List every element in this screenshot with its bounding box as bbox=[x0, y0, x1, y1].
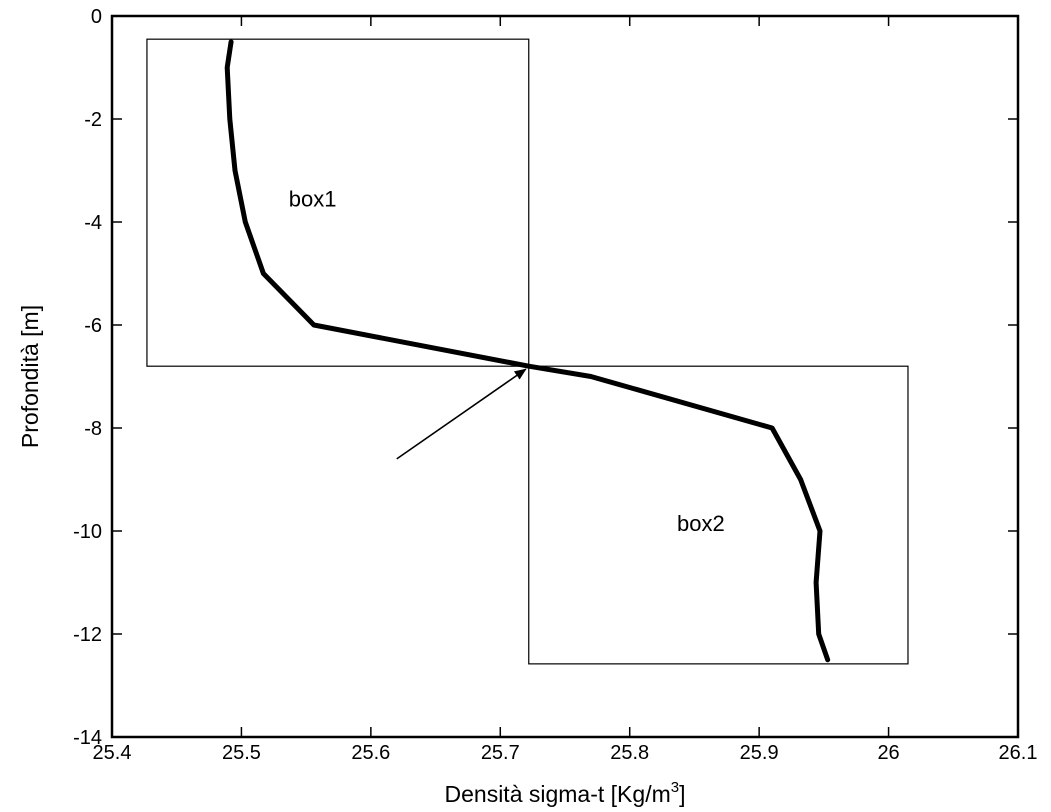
y-tick-label: -2 bbox=[84, 109, 102, 131]
plot-frame bbox=[110, 14, 1020, 739]
y-tick-label: -10 bbox=[73, 521, 102, 543]
y-tick-label: -6 bbox=[84, 315, 102, 337]
boxes-layer: box1 box2 bbox=[146, 38, 909, 665]
x-tick-label: 25.9 bbox=[740, 742, 779, 764]
ticks-layer: 25.4 25.5 25.6 25.7 25.8 25.9 26 26.1 0 -2 -4 -6 -8 -… bbox=[73, 6, 1037, 764]
y-tick-label: -12 bbox=[73, 624, 102, 646]
x-tick-label: 25.7 bbox=[481, 742, 520, 764]
y-axis-label: Profondità [m] bbox=[17, 305, 43, 448]
box-1-label: box1 bbox=[289, 187, 337, 212]
annotation-arrow bbox=[396, 368, 527, 460]
x-axis-label: Densità sigma-t [Kg/m3] bbox=[445, 779, 686, 807]
x-axis-label-superscript: 3 bbox=[671, 779, 679, 796]
y-tick-label: -14 bbox=[73, 727, 102, 749]
box-1-rect bbox=[146, 38, 530, 367]
x-tick-label: 25.4 bbox=[93, 742, 132, 764]
density-profile-line bbox=[224, 39, 831, 663]
y-tick-label: -4 bbox=[84, 212, 102, 234]
annotation-layer bbox=[396, 368, 527, 460]
box-2-label: box2 bbox=[677, 511, 725, 536]
series-layer bbox=[224, 39, 831, 663]
box-2-rect bbox=[528, 365, 909, 665]
x-tick-label: 25.8 bbox=[610, 742, 649, 764]
y-tick-label: 0 bbox=[91, 6, 102, 28]
y-tick-label: -8 bbox=[84, 418, 102, 440]
x-tick-label: 25.5 bbox=[222, 742, 261, 764]
svg-text:Densità sigma-t [Kg/m3]: Densità sigma-t [Kg/m3] bbox=[445, 779, 686, 807]
x-axis-label-main: Densità sigma-t [Kg/m bbox=[445, 781, 671, 807]
x-axis-label-end: ] bbox=[679, 781, 685, 807]
x-tick-label: 25.6 bbox=[351, 742, 390, 764]
x-tick-label: 26.1 bbox=[999, 742, 1038, 764]
x-tick-label: 26 bbox=[877, 742, 899, 764]
